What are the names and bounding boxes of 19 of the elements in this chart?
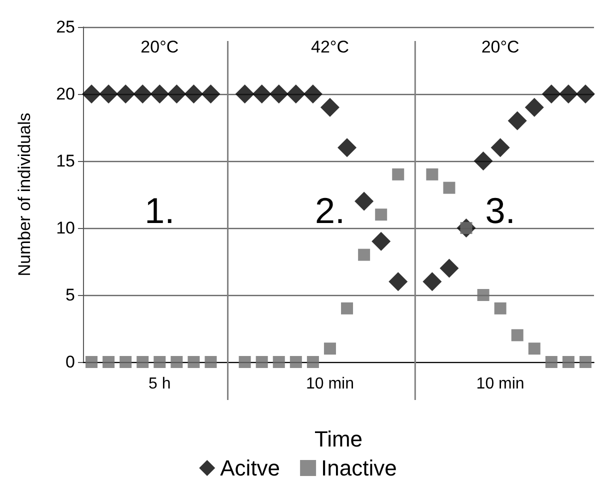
- text: 10 min: [306, 376, 354, 392]
- x-axis-title: Time: [314, 426, 363, 452]
- annotation: 2.: [314, 190, 345, 232]
- legend-label: Inactive: [321, 456, 397, 480]
- annotation: 42°C: [310, 38, 349, 57]
- y-tick-label: 0: [66, 352, 75, 372]
- legend-label: Acitve: [220, 456, 280, 480]
- text: 5 h: [148, 376, 171, 392]
- y-tick-label: 20: [56, 84, 75, 104]
- annotation: 3.: [485, 190, 516, 232]
- y-axis-title: Number of individuals: [15, 112, 34, 276]
- y-tick-label: 10: [56, 218, 75, 238]
- annotation: 1.: [144, 190, 175, 232]
- annotation: 20°C: [481, 38, 520, 57]
- y-tick-label: 15: [56, 152, 75, 170]
- y-tick-label: 5: [66, 286, 75, 304]
- text: 10 min: [476, 376, 524, 392]
- y-tick-label: 25: [56, 18, 75, 36]
- annotation: 20°C: [140, 38, 179, 57]
